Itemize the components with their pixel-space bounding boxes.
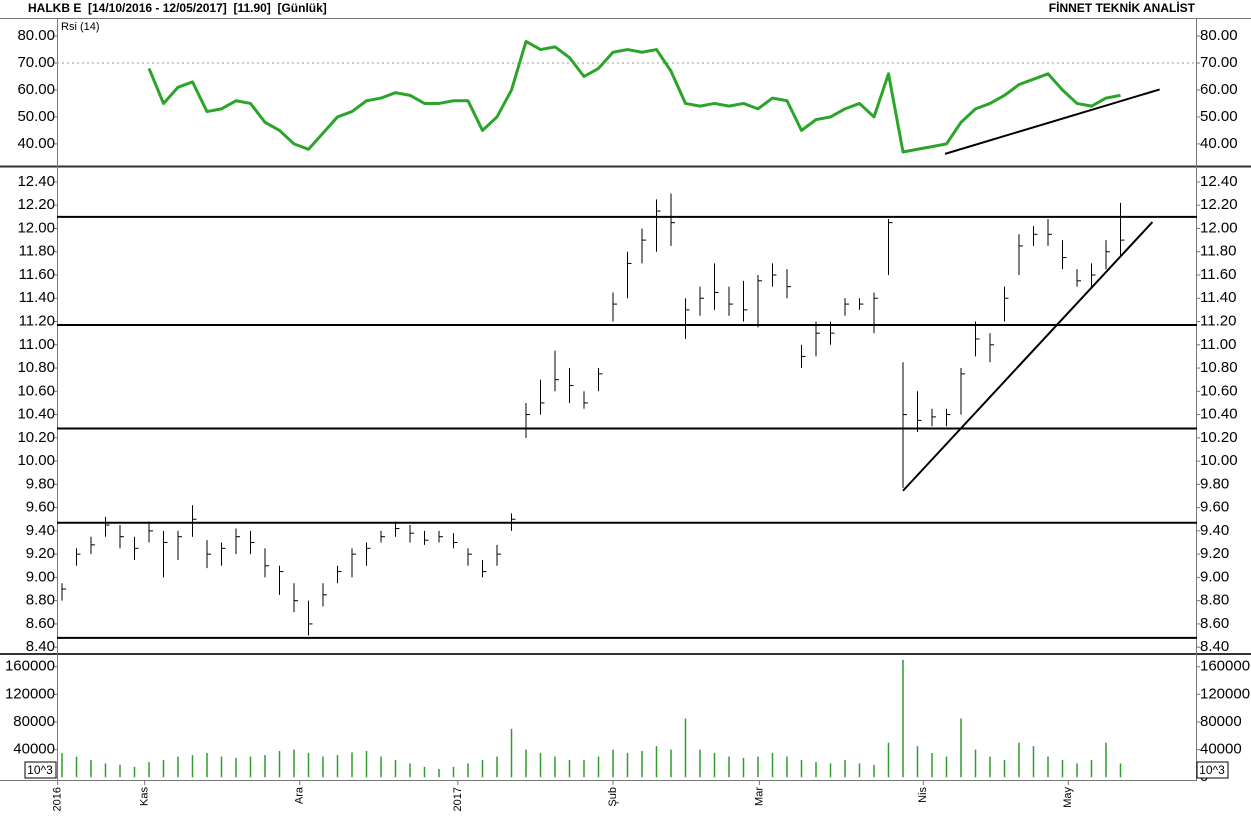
y-tick-label: 8.60 (26, 615, 55, 632)
x-tick-label: Şub (607, 787, 619, 807)
y-tick-label: 10.60 (17, 382, 55, 399)
y-tick-label: 8.80 (1200, 592, 1229, 609)
y-tick-label: 11.20 (1200, 312, 1236, 329)
y-tick-label: 9.40 (1200, 522, 1229, 539)
y-tick-label: 10.20 (1200, 429, 1238, 446)
x-tick-label: Ara (294, 786, 306, 804)
y-tick-label: 11.80 (1200, 243, 1236, 260)
y-tick-label: 60.00 (17, 81, 55, 98)
unit-box (1196, 761, 1229, 779)
y-tick-label: 10.80 (1200, 359, 1238, 376)
y-tick-label: 80000 (1200, 713, 1242, 730)
y-tick-label: 9.80 (26, 475, 55, 492)
y-tick-label: 9.20 (1200, 545, 1229, 562)
chart-title: HALKB E [14/10/2016 - 12/05/2017] [11.90… (28, 1, 327, 15)
y-tick-label: 10.00 (1200, 452, 1238, 469)
y-tick-label: 9.40 (26, 522, 55, 539)
y-tick-label: 60.00 (1200, 81, 1238, 98)
y-tick-label: 70.00 (17, 54, 55, 71)
y-tick-label: 11.20 (19, 312, 55, 329)
y-tick-label: 10.20 (17, 429, 55, 446)
y-tick-label: 10.80 (17, 359, 55, 376)
y-tick-label: 70.00 (1200, 54, 1238, 71)
y-tick-label: 160000 (5, 658, 55, 675)
frames (0, 18, 1251, 781)
y-tick-label: 50.00 (17, 108, 55, 125)
y-tick-label: 40000 (13, 741, 55, 758)
y-tick-label: 11.00 (19, 336, 55, 353)
trend-line (902, 221, 1154, 492)
rsi-line (147, 39, 1121, 154)
y-tick-label: 8.40 (26, 638, 55, 655)
x-tick-label: Kas (139, 787, 151, 806)
y-tick-label: 10.40 (17, 406, 55, 423)
y-tick-label: 10.40 (1200, 406, 1238, 423)
y-tick-label: 11.40 (1200, 289, 1236, 306)
y-tick-label: 12.00 (1200, 219, 1238, 236)
brand: FİNNET TEKNİK ANALİST (1049, 0, 1196, 15)
y-tick-label: 40.00 (17, 135, 55, 152)
y-tick-label: 10.60 (1200, 382, 1238, 399)
y-tick-label: 11.80 (19, 243, 55, 260)
unit-label: 10^3 (1199, 763, 1225, 777)
x-tick-label: May (1062, 787, 1074, 808)
x-tick-label: 2017 (452, 787, 464, 811)
y-tick-label: 9.20 (26, 545, 55, 562)
y-tick-label: 80.00 (1200, 27, 1238, 44)
y-tick-label: 9.80 (1200, 475, 1229, 492)
y-tick-label: 160000 (1200, 658, 1250, 675)
y-tick-label: 12.40 (17, 173, 55, 190)
y-tick-label: 80.00 (17, 27, 55, 44)
y-tick-label: 11.40 (19, 289, 55, 306)
x-tick-label: Mar (753, 787, 765, 806)
y-tick-label: 8.60 (1200, 615, 1229, 632)
y-tick-label: 40.00 (1200, 135, 1238, 152)
y-tick-label: 50.00 (1200, 108, 1238, 125)
y-tick-label: 12.40 (1200, 173, 1238, 190)
y-tick-label: 12.20 (1200, 196, 1238, 213)
y-tick-label: 8.80 (26, 592, 55, 609)
y-tick-label: 120000 (5, 685, 55, 702)
y-tick-label: 9.00 (1200, 568, 1229, 585)
y-tick-label: 120000 (1200, 685, 1250, 702)
y-tick-label: 10.00 (17, 452, 55, 469)
y-tick-label: 11.00 (1200, 336, 1236, 353)
x-tick-label: 2016 (52, 787, 64, 811)
y-tick-label: 9.60 (1200, 499, 1229, 516)
x-tick-label: Nis (917, 787, 929, 803)
unit-label: 10^3 (27, 763, 53, 777)
trend-line (944, 88, 1160, 155)
y-tick-label: 12.00 (17, 219, 55, 236)
y-tick-label: 9.00 (26, 568, 55, 585)
y-tick-label: 9.60 (26, 499, 55, 516)
y-tick-label: 11.60 (19, 266, 55, 283)
y-tick-label: 80000 (13, 713, 55, 730)
y-tick-label: 40000 (1200, 741, 1242, 758)
y-tick-label: 8.40 (1200, 638, 1229, 655)
series-label: Rsi (14) (61, 21, 100, 33)
y-tick-label: 12.20 (17, 196, 55, 213)
unit-box (24, 761, 57, 779)
y-tick-label: 11.60 (1200, 266, 1236, 283)
